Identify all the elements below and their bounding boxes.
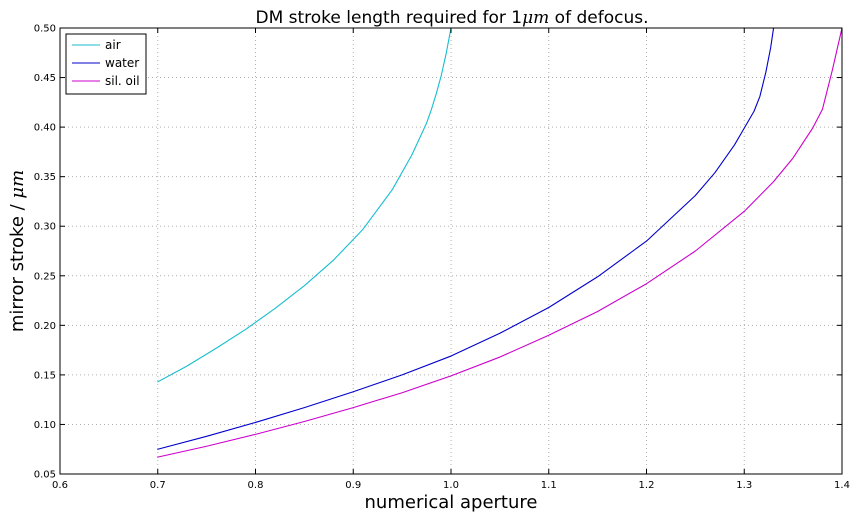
chart-title-unit: μm — [522, 8, 549, 28]
chart-title-suffix: of defocus. — [549, 8, 648, 28]
legend-items: air water sil. oil — [72, 38, 140, 88]
x-tick-label: 0.8 — [248, 480, 264, 491]
y-tick-label: 0.15 — [34, 370, 56, 381]
y-axis-ticks: 0.05 0.10 0.15 0.20 0.25 0.30 0.35 0.40 0.45 0.50 — [34, 24, 842, 481]
y-tick-label: 0.45 — [34, 73, 56, 84]
x-tick-label: 1.0 — [443, 480, 459, 491]
chart-title-prefix: DM stroke length required for 1 — [255, 8, 522, 28]
x-tick-label: 0.6 — [52, 480, 68, 491]
y-axis-title-unit: μm — [7, 170, 28, 199]
y-tick-label: 0.25 — [34, 271, 56, 282]
y-tick-label: 0.40 — [34, 123, 56, 134]
x-tick-label: 0.9 — [345, 480, 361, 491]
series-line-air — [157, 27, 452, 383]
legend-label-sil-oil: sil. oil — [105, 74, 140, 88]
y-tick-label: 0.35 — [34, 172, 56, 183]
series-line-water — [157, 27, 775, 450]
x-tick-label: 1.4 — [834, 480, 850, 491]
x-axis-title: numerical aperture — [365, 492, 538, 513]
legend-label-water: water — [105, 56, 139, 70]
legend-box — [65, 33, 147, 95]
y-tick-label: 0.20 — [34, 321, 56, 332]
series-line-sil-oil — [157, 27, 843, 458]
x-axis-ticks: 0.6 0.7 0.8 0.9 1.0 1.1 1.2 1.3 1.4 — [52, 28, 850, 491]
chart-series — [157, 27, 843, 458]
y-tick-label: 0.30 — [34, 222, 56, 233]
y-axis-title-text: mirror stroke / — [7, 199, 28, 333]
chart-title: DM stroke length required for 1μm of def… — [255, 8, 648, 28]
y-tick-label: 0.05 — [34, 470, 56, 481]
y-axis-title: mirror stroke / μm — [7, 170, 28, 332]
x-tick-label: 1.2 — [639, 480, 655, 491]
legend-label-air: air — [105, 38, 121, 52]
y-tick-label: 0.50 — [34, 24, 56, 35]
y-tick-label: 0.10 — [34, 420, 56, 431]
legend: air water sil. oil — [65, 33, 147, 95]
x-tick-label: 1.3 — [736, 480, 752, 491]
x-tick-label: 0.7 — [150, 480, 166, 491]
x-tick-label: 1.1 — [541, 480, 557, 491]
